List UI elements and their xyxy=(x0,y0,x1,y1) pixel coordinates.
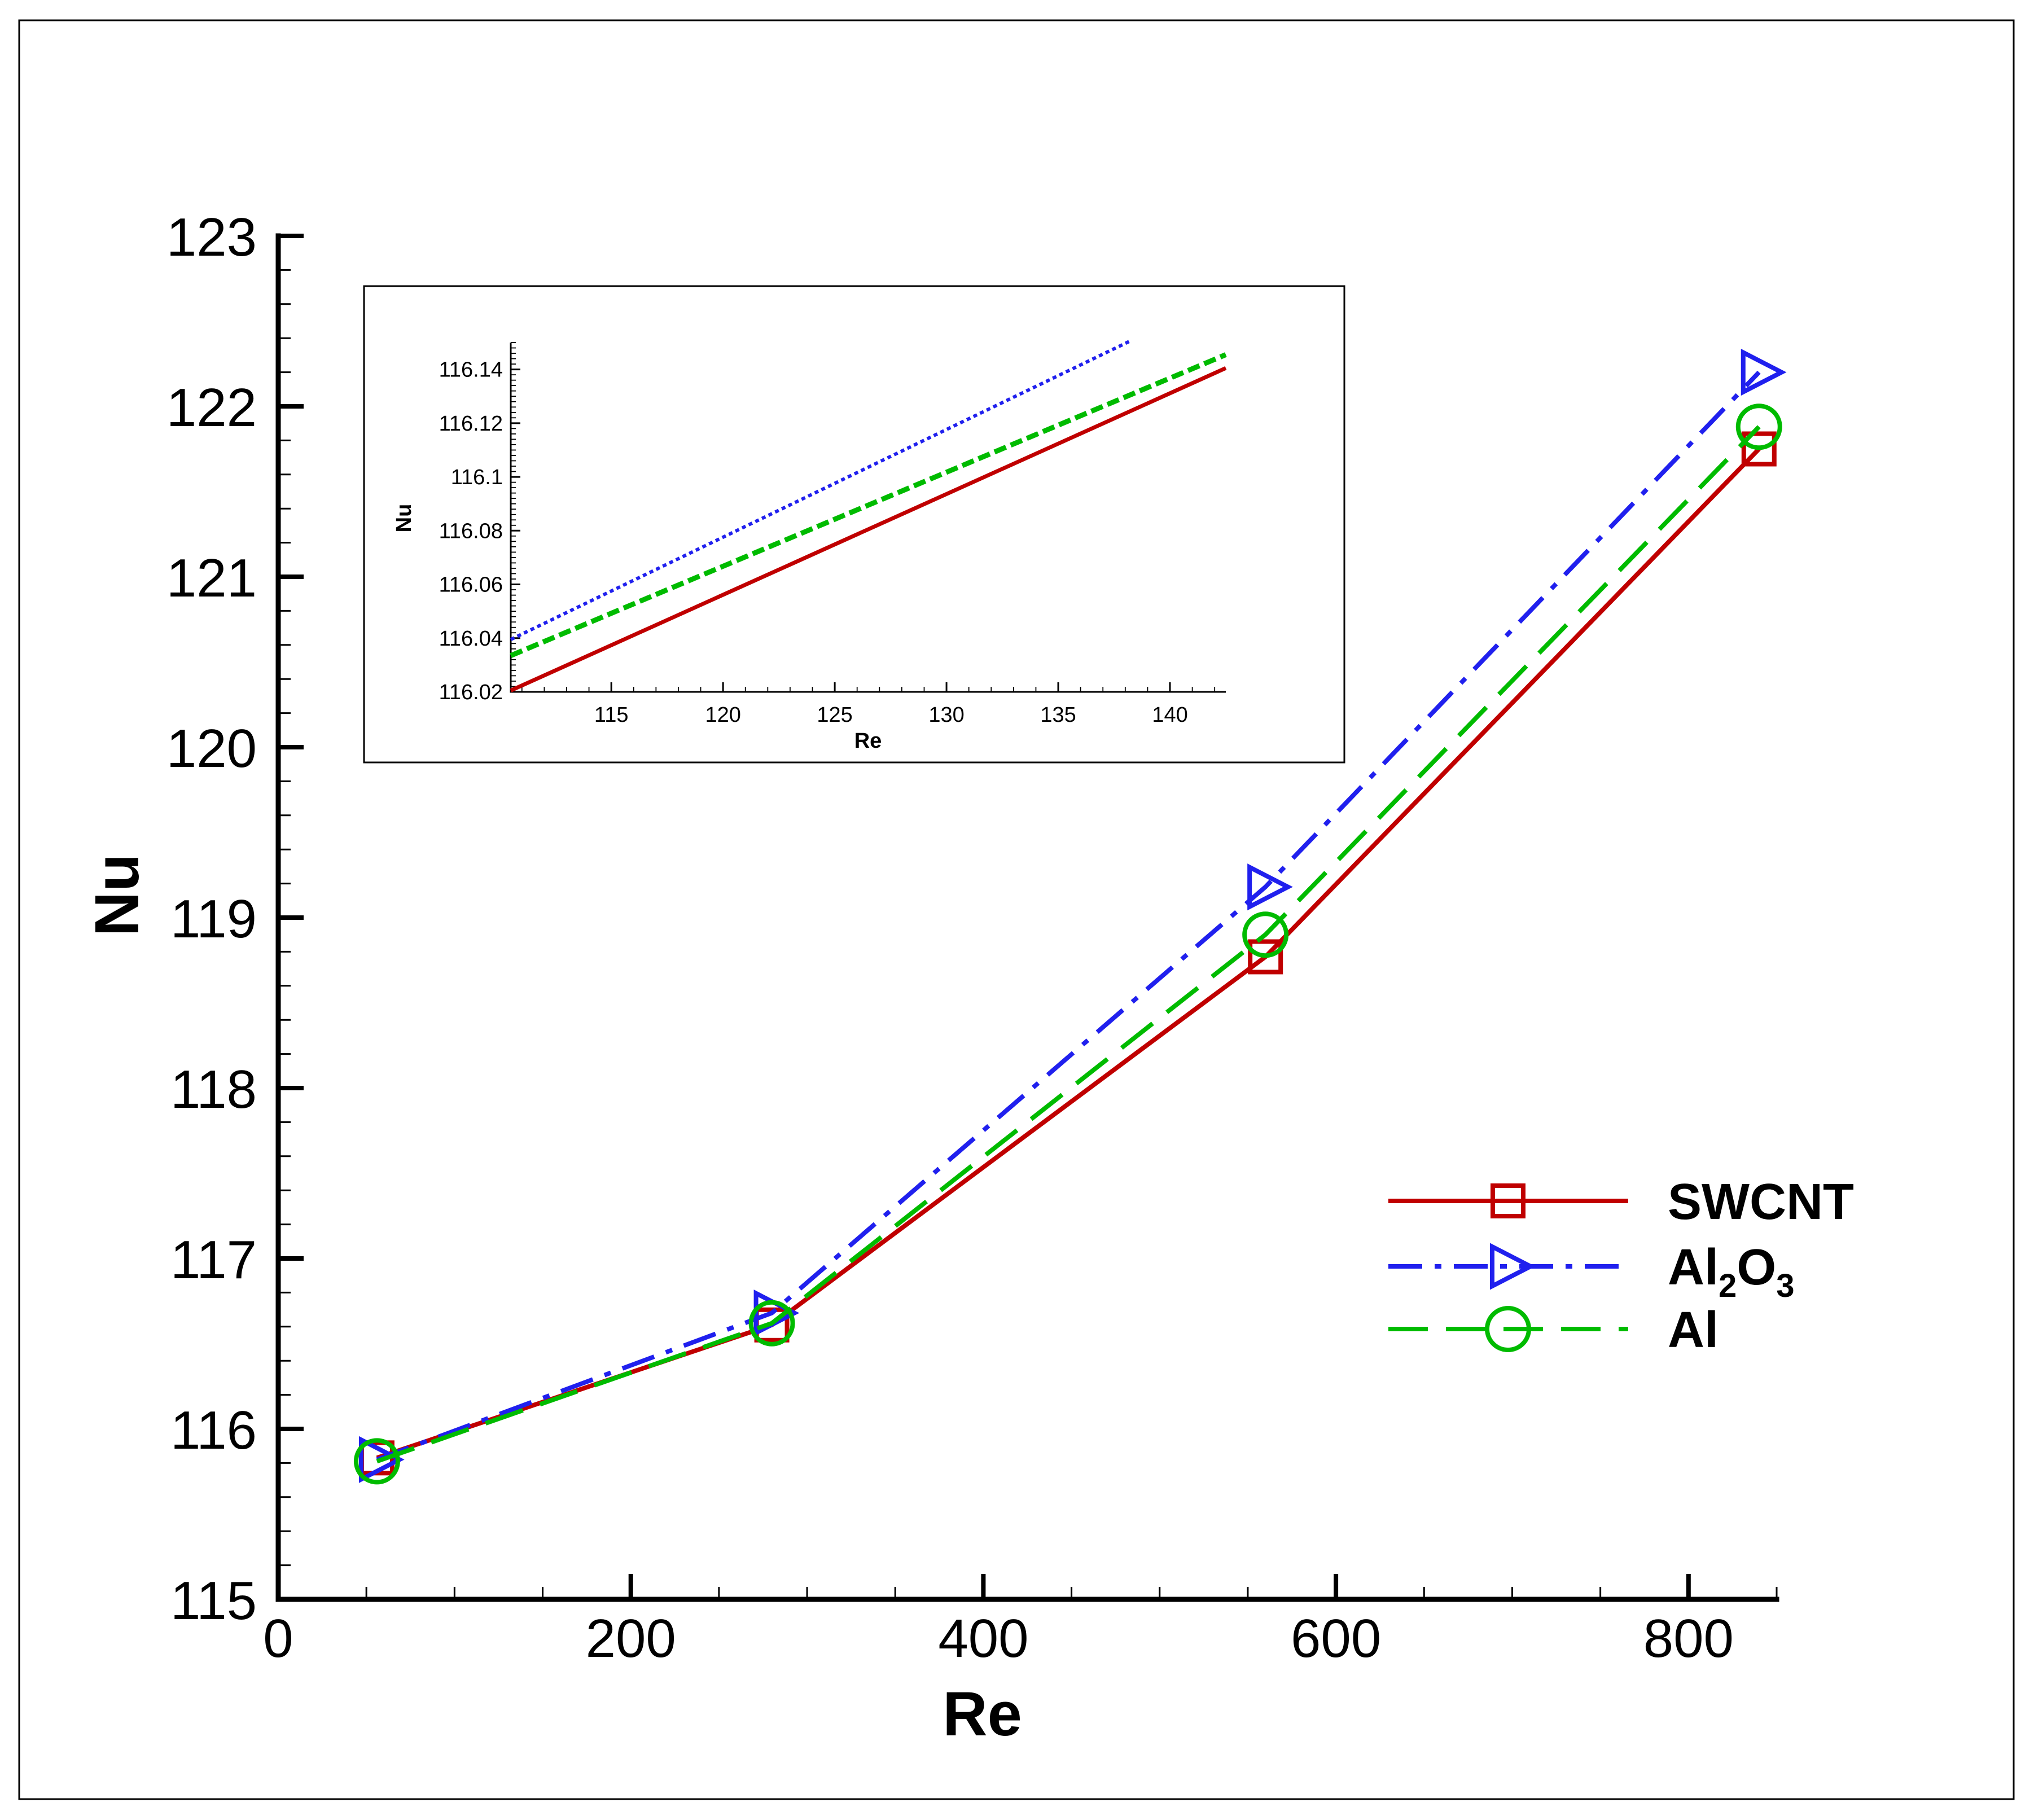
legend-label-part: 3 xyxy=(1776,1268,1794,1304)
data-point xyxy=(748,1300,795,1347)
axes xyxy=(275,233,1779,1602)
inset-x-tick-label: 135 xyxy=(1040,703,1076,727)
legend-label: Al xyxy=(1668,1302,1719,1358)
inset-y-tick-label: 116.14 xyxy=(439,358,503,382)
legend-label-part: 2 xyxy=(1719,1268,1737,1304)
data-point xyxy=(1242,911,1289,958)
figure-border xyxy=(18,19,2015,1800)
data-point xyxy=(1248,939,1283,975)
y-tick-label: 119 xyxy=(170,889,257,949)
inset-y-tick-label: 116.02 xyxy=(439,681,503,704)
y-tick-label: 117 xyxy=(170,1230,257,1290)
series-line-2 xyxy=(376,425,1761,1464)
y-tick-label: 120 xyxy=(166,718,257,779)
legend-label: SWCNT xyxy=(1668,1174,1854,1230)
x-tick-label: 400 xyxy=(938,1608,1028,1669)
inset-y-tick-label: 116.12 xyxy=(439,412,503,436)
inset-x-tick-label: 120 xyxy=(705,703,740,727)
data-point xyxy=(1741,349,1787,396)
data-point xyxy=(1735,404,1782,450)
inset-y-tick-label: 116.06 xyxy=(439,573,503,597)
legend-marker xyxy=(1485,1306,1531,1352)
legend-marker xyxy=(1490,1243,1536,1290)
legend-label: Al2O3 xyxy=(1668,1239,1795,1304)
inset-y-axis-title: Nu xyxy=(392,504,416,533)
series-line-1 xyxy=(376,370,1761,1462)
inset-chart: 115 120 125 130 135 140 116.02 116.04 116.06 116.… xyxy=(363,285,1345,764)
inset-axes xyxy=(510,343,1226,693)
x-axis-title: Re xyxy=(943,1679,1022,1749)
data-point xyxy=(353,1438,400,1485)
y-tick-label: 123 xyxy=(166,207,257,267)
inset-series-line-2 xyxy=(510,352,1227,658)
inset-x-tick-label: 125 xyxy=(817,703,852,727)
inset-x-tick-label: 115 xyxy=(594,703,629,727)
main-chart: 0 200 400 600 800 115 116 117 118 119 120 121 122 123… xyxy=(82,207,1787,1749)
inset-y-tick-label: 116.04 xyxy=(439,627,503,651)
inset-x-axis-title: Re xyxy=(854,729,882,753)
y-tick-label: 122 xyxy=(166,378,257,438)
y-tick-label: 118 xyxy=(170,1059,257,1120)
x-tick-label: 0 xyxy=(263,1608,293,1669)
inset-x-tick-label: 130 xyxy=(928,703,964,727)
y-tick-label: 115 xyxy=(170,1571,257,1631)
y-tick-label: 121 xyxy=(166,548,257,608)
y-tick-label: 116 xyxy=(170,1400,257,1461)
inset-y-tick-label: 116.1 xyxy=(451,466,503,489)
y-axis-title: Nu xyxy=(82,854,152,937)
legend-label-part: Al xyxy=(1668,1302,1719,1358)
legend-label-part: Al xyxy=(1668,1239,1719,1296)
data-point xyxy=(1247,863,1293,911)
inset-series-line-0 xyxy=(510,366,1227,692)
data-point xyxy=(1741,431,1777,467)
inset-x-tick-label: 140 xyxy=(1152,703,1187,727)
legend-label-part: SWCNT xyxy=(1668,1174,1854,1230)
legend-label-part: O xyxy=(1737,1239,1776,1296)
x-tick-label: 200 xyxy=(586,1608,676,1669)
data-point xyxy=(358,1436,405,1483)
inset-series-line-1 xyxy=(510,339,1131,641)
legend-marker xyxy=(1491,1183,1526,1218)
x-tick-label: 800 xyxy=(1643,1608,1734,1669)
inset-y-tick-label: 116.08 xyxy=(439,519,503,543)
x-tick-label: 600 xyxy=(1291,1608,1381,1669)
